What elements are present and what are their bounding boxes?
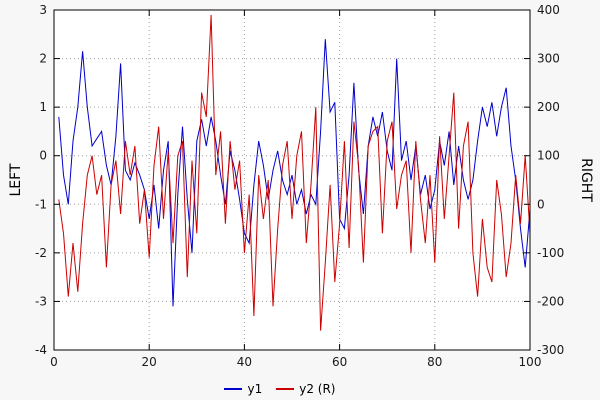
left-tick-label: -3	[35, 294, 47, 308]
legend-label-y1: y1	[247, 382, 263, 396]
left-tick-label: 3	[39, 3, 47, 17]
left-tick-label: -4	[35, 343, 47, 357]
left-tick-label: -2	[35, 246, 47, 260]
legend: y1 y2 (R)	[0, 382, 560, 396]
x-tick-label: 40	[237, 355, 252, 369]
legend-item-y1: y1	[224, 382, 262, 396]
left-tick-label: 0	[39, 149, 47, 163]
right-tick-label: 400	[537, 3, 560, 17]
series-y2-r-	[58, 14, 531, 331]
left-axis-title: LEFT	[8, 163, 24, 197]
plot-area	[54, 10, 530, 350]
x-tick-label: 100	[519, 355, 542, 369]
right-tick-label: -300	[537, 343, 564, 357]
left-tick-label: 2	[39, 52, 47, 66]
left-tick-label: 1	[39, 100, 47, 114]
x-tick-label: 0	[50, 355, 58, 369]
x-tick-label: 60	[332, 355, 347, 369]
right-tick-label: -100	[537, 246, 564, 260]
legend-swatch-y2	[276, 388, 295, 390]
right-tick-label: 100	[537, 149, 560, 163]
right-tick-label: 300	[537, 52, 560, 66]
legend-swatch-y1	[224, 388, 243, 390]
left-tick-label: -1	[35, 197, 47, 211]
right-tick-label: 200	[537, 100, 560, 114]
legend-item-y2: y2 (R)	[276, 382, 336, 396]
x-tick-label: 80	[427, 355, 442, 369]
right-axis-title: RIGHT	[578, 158, 594, 202]
right-tick-label: -200	[537, 294, 564, 308]
x-tick-label: 20	[142, 355, 157, 369]
legend-label-y2: y2 (R)	[299, 382, 336, 396]
plot-border	[53, 9, 531, 351]
right-tick-label: 0	[537, 197, 545, 211]
